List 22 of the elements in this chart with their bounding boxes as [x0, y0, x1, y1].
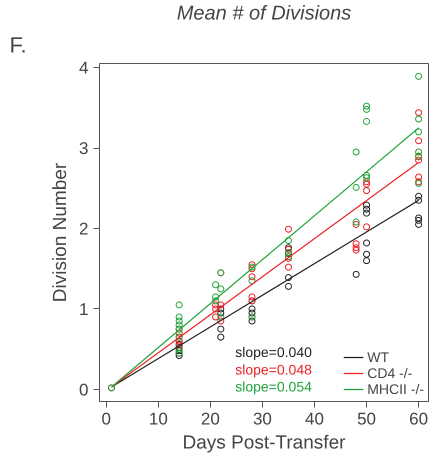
x-tick-label: 50 — [357, 410, 376, 428]
annotation: slope=0.054 — [235, 378, 312, 394]
text: F. — [10, 32, 27, 58]
y-tick-label: 3 — [79, 139, 89, 158]
x-axis-title: Days Post-Transfer — [182, 432, 346, 454]
legend-label: CD4 -/- — [367, 365, 412, 381]
x-tick-label: 30 — [252, 410, 272, 428]
annotation: slope=0.048 — [235, 361, 312, 378]
y-tick-label: 0 — [79, 380, 89, 400]
x-tick-label: 40 — [305, 410, 324, 428]
y-axis-title: Division Number — [50, 162, 72, 302]
x-tick-label: 60 — [409, 410, 428, 428]
y-tick-label: 2 — [79, 219, 89, 238]
x-tick-label: 0 — [102, 410, 112, 428]
x-tick-label: 20 — [200, 410, 220, 428]
annotation: slope=0.040 — [235, 344, 312, 360]
legend-label: WT — [367, 349, 389, 365]
legend-label: MHCII -/- — [367, 381, 424, 397]
chart-title: Mean # of Divisions — [176, 2, 352, 24]
y-tick-label: 1 — [79, 300, 89, 319]
y-tick-label: 4 — [79, 58, 89, 78]
x-tick-label: 10 — [148, 410, 168, 428]
